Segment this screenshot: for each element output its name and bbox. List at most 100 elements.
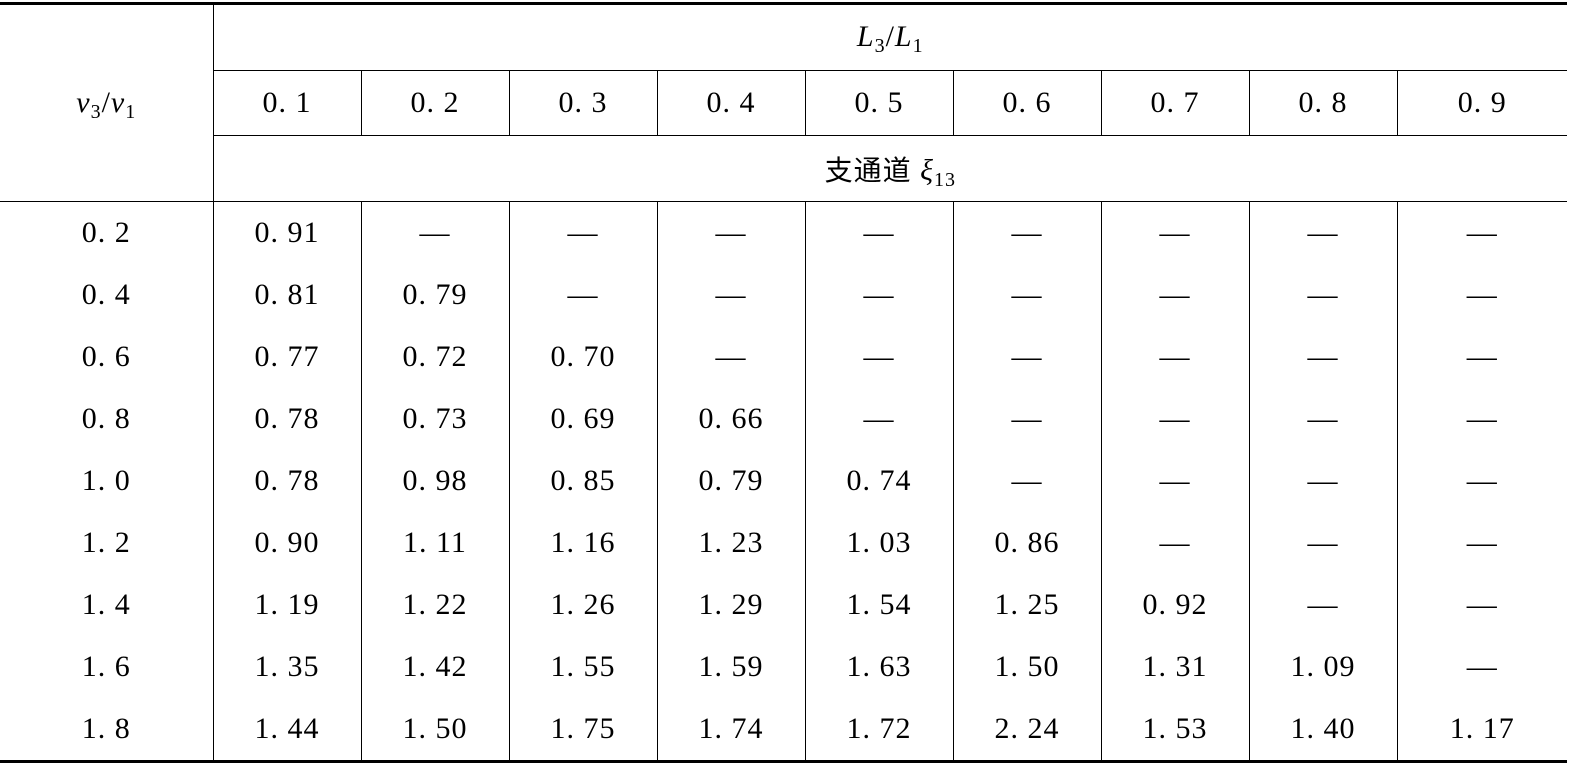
table-cell: 1. 72 <box>804 698 953 763</box>
table-cell: 0. 73 <box>360 388 509 450</box>
table-cell: — <box>1100 388 1249 450</box>
table-cell: — <box>1396 512 1567 574</box>
column-header: 0. 2 <box>360 70 509 137</box>
table-cell: 1. 40 <box>1248 698 1397 763</box>
table-cell: — <box>1396 264 1567 326</box>
row-label: 0. 6 <box>0 326 214 388</box>
col-axis-sub1: 3 <box>874 35 886 58</box>
row-axis-sub1: 3 <box>90 101 102 123</box>
table-cell: 1. 03 <box>804 512 953 574</box>
table-cell: 0. 69 <box>508 388 657 450</box>
table-cell: 0. 79 <box>360 264 509 326</box>
table-cell: — <box>952 201 1101 264</box>
table-cell: — <box>804 201 953 264</box>
row-axis-var2: v <box>110 86 126 119</box>
table-cell: — <box>1248 574 1397 636</box>
table-cell: 1. 09 <box>1248 636 1397 698</box>
table-cell: 0. 66 <box>656 388 805 450</box>
table-cell: 0. 70 <box>508 326 657 388</box>
table-cell: — <box>1248 450 1397 512</box>
col-axis-var2: L <box>894 20 913 54</box>
table-cell: — <box>1248 512 1397 574</box>
column-header: 0. 8 <box>1248 70 1397 137</box>
table-cell: 1. 42 <box>360 636 509 698</box>
column-header: 0. 3 <box>508 70 657 137</box>
table-cell: — <box>656 264 805 326</box>
table-cell: — <box>804 326 953 388</box>
column-header: 0. 5 <box>804 70 953 137</box>
table-cell: — <box>1396 201 1567 264</box>
table-cell: — <box>804 264 953 326</box>
table-cell: 1. 75 <box>508 698 657 763</box>
table-row: 0. 4 0. 81 0. 79— — — — — — — <box>0 264 1567 326</box>
table-cell: — <box>1248 201 1397 264</box>
table-cell: 1. 26 <box>508 574 657 636</box>
table-cell: 0. 86 <box>952 512 1101 574</box>
column-header: 0. 1 <box>213 70 361 137</box>
column-header: 0. 7 <box>1100 70 1249 137</box>
sub-header-text: 支通道 <box>824 153 912 187</box>
row-label: 1. 8 <box>0 698 214 763</box>
table-cell: — <box>804 388 953 450</box>
table-cell: — <box>1396 574 1567 636</box>
table-cell: 0. 90 <box>254 526 320 559</box>
table-cell: 0. 98 <box>360 450 509 512</box>
table-cell: 1. 29 <box>656 574 805 636</box>
col-axis-sub2: 1 <box>912 35 924 58</box>
table-cell: 0. 79 <box>656 450 805 512</box>
table-row: 1. 6 1. 35 1. 42 1. 55 1. 59 1. 63 1. 50 1. 31 1… <box>0 636 1567 698</box>
row-label: 1. 2 <box>0 512 214 574</box>
row-axis-var1: v <box>76 86 91 119</box>
table-cell: — <box>1396 326 1567 388</box>
table-cell: 0. 78 <box>254 402 320 435</box>
table-cell: 1. 50 <box>952 636 1101 698</box>
table-cell: — <box>952 388 1101 450</box>
table-cell: 0. 77 <box>254 340 320 373</box>
table-body: 0. 2 0. 91— — — — — — — —0. 4 0. 81 0. 79— — — — — — —0.… <box>0 201 1567 763</box>
table-cell: 0. 74 <box>804 450 953 512</box>
table-cell: — <box>1100 512 1249 574</box>
table-cell: — <box>1100 450 1249 512</box>
row-label: 0. 4 <box>0 264 214 326</box>
column-header: 0. 9 <box>1396 70 1567 137</box>
table-cell: 0. 81 <box>254 278 320 311</box>
col-axis-slash: / <box>885 20 895 54</box>
row-label: 1. 0 <box>0 450 214 512</box>
table-cell: 1. 59 <box>656 636 805 698</box>
table-cell: 1. 63 <box>804 636 953 698</box>
table-cell: 1. 23 <box>656 512 805 574</box>
table-cell: 1. 74 <box>656 698 805 763</box>
row-axis-sub2: 1 <box>125 101 137 123</box>
table-cell: 1. 16 <box>508 512 657 574</box>
table-cell: 2. 24 <box>952 698 1101 763</box>
column-axis-header: L3/L1 <box>213 2 1567 71</box>
table-cell: — <box>952 450 1101 512</box>
table-cell: 0. 85 <box>508 450 657 512</box>
table-cell: 1. 44 <box>213 698 361 763</box>
sub-header-symbol: ξ <box>920 153 934 187</box>
row-axis-header: v3/v1 <box>0 2 214 202</box>
row-label: 0. 8 <box>0 388 214 450</box>
table-cell: 1. 31 <box>1100 636 1249 698</box>
table-row: 1. 2 0. 90 1. 11 1. 16 1. 23 1. 03 0. 86— — — <box>0 512 1567 574</box>
col-axis-var1: L <box>856 20 875 54</box>
table-cell: — <box>508 264 657 326</box>
column-header: 0. 6 <box>952 70 1101 137</box>
column-header: 0. 4 <box>656 70 805 137</box>
table-cell: 1. 54 <box>804 574 953 636</box>
table-cell: — <box>1100 264 1249 326</box>
table-cell: — <box>1396 636 1567 698</box>
table-cell: 1. 19 <box>254 588 320 621</box>
table-cell: 1. 11 <box>360 512 509 574</box>
table-cell: 0. 78 <box>254 464 320 497</box>
table-cell: — <box>1248 264 1397 326</box>
table-cell: — <box>1248 388 1397 450</box>
table-cell: — <box>1100 326 1249 388</box>
row-label: 0. 2 <box>0 201 214 264</box>
table-cell: 1. 22 <box>360 574 509 636</box>
table-row: 0. 8 0. 78 0. 73 0. 69 0. 66— — — — — <box>0 388 1567 450</box>
table-cell: — <box>1396 388 1567 450</box>
table-row: 0. 6 0. 77 0. 72 0. 70— — — — — — <box>0 326 1567 388</box>
table-header: v3/v1 L3/L1 0. 1 0. 2 0. 3 0. 4 0. 5 0. … <box>0 2 1567 202</box>
table-cell: 1. 25 <box>952 574 1101 636</box>
